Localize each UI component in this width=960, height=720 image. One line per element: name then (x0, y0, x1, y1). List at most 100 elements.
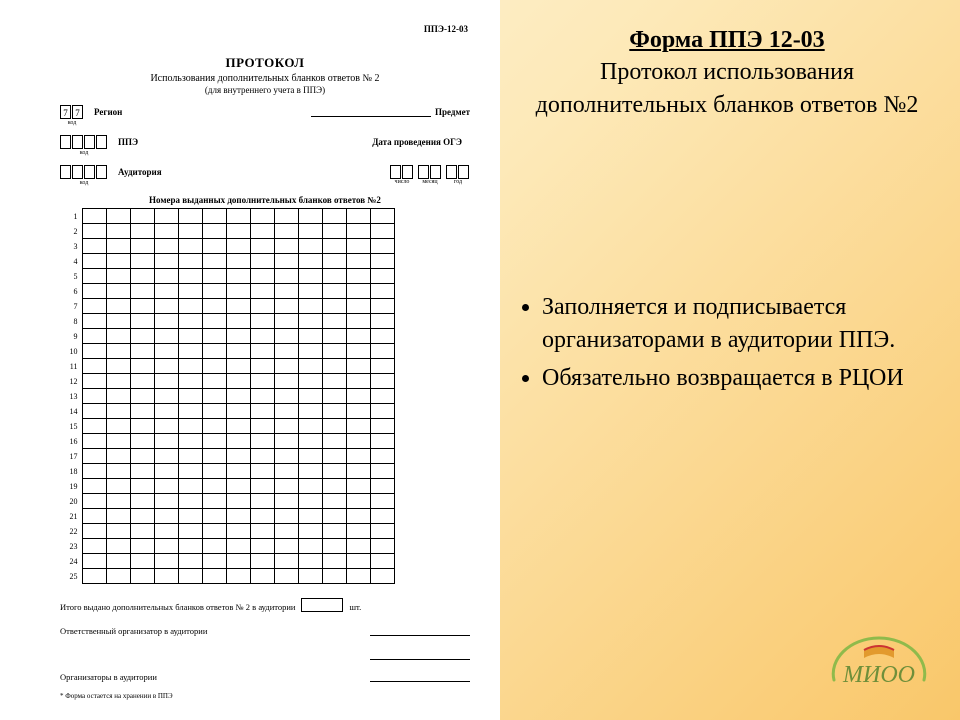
grid-cell (130, 419, 154, 434)
grid-cell (178, 284, 202, 299)
grid-cell (82, 224, 106, 239)
grid-cell (346, 449, 370, 464)
grid-cell (178, 569, 202, 584)
grid-cell (82, 479, 106, 494)
bullet-item: Заполняется и подписывается организатора… (542, 291, 930, 356)
grid-cell (346, 419, 370, 434)
grid-cell (298, 269, 322, 284)
grid-cell (226, 284, 250, 299)
grid-cell (154, 509, 178, 524)
grid-cell (298, 464, 322, 479)
grid-cell (322, 479, 346, 494)
grid-cell (178, 374, 202, 389)
logo-text: МИОО (842, 662, 915, 688)
grid-cell (226, 374, 250, 389)
grid-cell (178, 359, 202, 374)
grid-cell (346, 239, 370, 254)
grid-title: Номера выданных дополнительных бланков о… (60, 195, 470, 205)
grid-cell (202, 509, 226, 524)
grid-cell (178, 404, 202, 419)
grid-cell (250, 224, 274, 239)
grid-cell (106, 269, 130, 284)
grid-cell (226, 224, 250, 239)
grid-cell (370, 404, 394, 419)
grid-cell (370, 464, 394, 479)
grid-cell (154, 524, 178, 539)
grid-cell (346, 569, 370, 584)
grid-cell (322, 359, 346, 374)
grid-cell (274, 299, 298, 314)
grid-cell (250, 314, 274, 329)
form-thumbnail: ППЭ-12-03 ПРОТОКОЛ Использования дополни… (0, 0, 500, 720)
grid-cell (274, 524, 298, 539)
grid-cell (106, 479, 130, 494)
grid-cell (298, 329, 322, 344)
grid-cell (106, 239, 130, 254)
grid-row-number: 17 (64, 449, 82, 464)
grid-cell (346, 509, 370, 524)
grid-row-number: 15 (64, 419, 82, 434)
grid-cell (298, 479, 322, 494)
grid-row-number: 11 (64, 359, 82, 374)
grid-cell (154, 299, 178, 314)
grid-cell (250, 329, 274, 344)
grid-cell (298, 404, 322, 419)
grid-cell (370, 509, 394, 524)
grid-cell (226, 404, 250, 419)
grid-cell (130, 359, 154, 374)
grid-cell (130, 539, 154, 554)
grid-cell (130, 329, 154, 344)
grid-row-number: 4 (64, 254, 82, 269)
grid-cell (130, 314, 154, 329)
grid-cell (250, 494, 274, 509)
grid-cell (106, 404, 130, 419)
slide-text-panel: Форма ППЭ 12-03 Протокол использования д… (500, 0, 960, 720)
grid-cell (370, 569, 394, 584)
date-cells: число месяц год (390, 165, 470, 185)
grid-cell (82, 284, 106, 299)
grid-cell (178, 224, 202, 239)
grid-row-number: 12 (64, 374, 82, 389)
grid-cell (322, 449, 346, 464)
grid-cell (226, 389, 250, 404)
grid-cell (370, 299, 394, 314)
grid-cell (202, 314, 226, 329)
grid-cell (154, 209, 178, 224)
grid-cell (298, 434, 322, 449)
grid-cell (106, 494, 130, 509)
grid-row-number: 20 (64, 494, 82, 509)
grid-cell (298, 224, 322, 239)
grid-cell (370, 554, 394, 569)
grid-cell (82, 269, 106, 284)
grid-cell (250, 254, 274, 269)
grid-cell (250, 569, 274, 584)
grid-cell (226, 539, 250, 554)
grid-cell (274, 254, 298, 269)
grid-cell (298, 209, 322, 224)
grid-cell (370, 524, 394, 539)
heading-form-name: Форма ППЭ 12-03 (629, 27, 824, 53)
grid-cell (202, 494, 226, 509)
grid-cell (322, 404, 346, 419)
grid-cell (82, 209, 106, 224)
grid-cell (106, 329, 130, 344)
grid-cell (250, 389, 274, 404)
grid-cell (202, 419, 226, 434)
grid-cell (202, 524, 226, 539)
grid-cell (178, 449, 202, 464)
slide-heading: Форма ППЭ 12-03 Протокол использования д… (524, 24, 930, 121)
grid-cell (250, 539, 274, 554)
grid-cell (370, 254, 394, 269)
form-code-label: ППЭ-12-03 (424, 24, 468, 34)
grid-row-number: 24 (64, 554, 82, 569)
grid-row-number: 23 (64, 539, 82, 554)
grid-cell (346, 269, 370, 284)
grid-cell (346, 344, 370, 359)
grid-cell (82, 434, 106, 449)
grid-cell (322, 374, 346, 389)
grid-row-number: 14 (64, 404, 82, 419)
grid-cell (274, 209, 298, 224)
grid-cell (202, 434, 226, 449)
grid-cell (370, 374, 394, 389)
grid-cell (202, 569, 226, 584)
